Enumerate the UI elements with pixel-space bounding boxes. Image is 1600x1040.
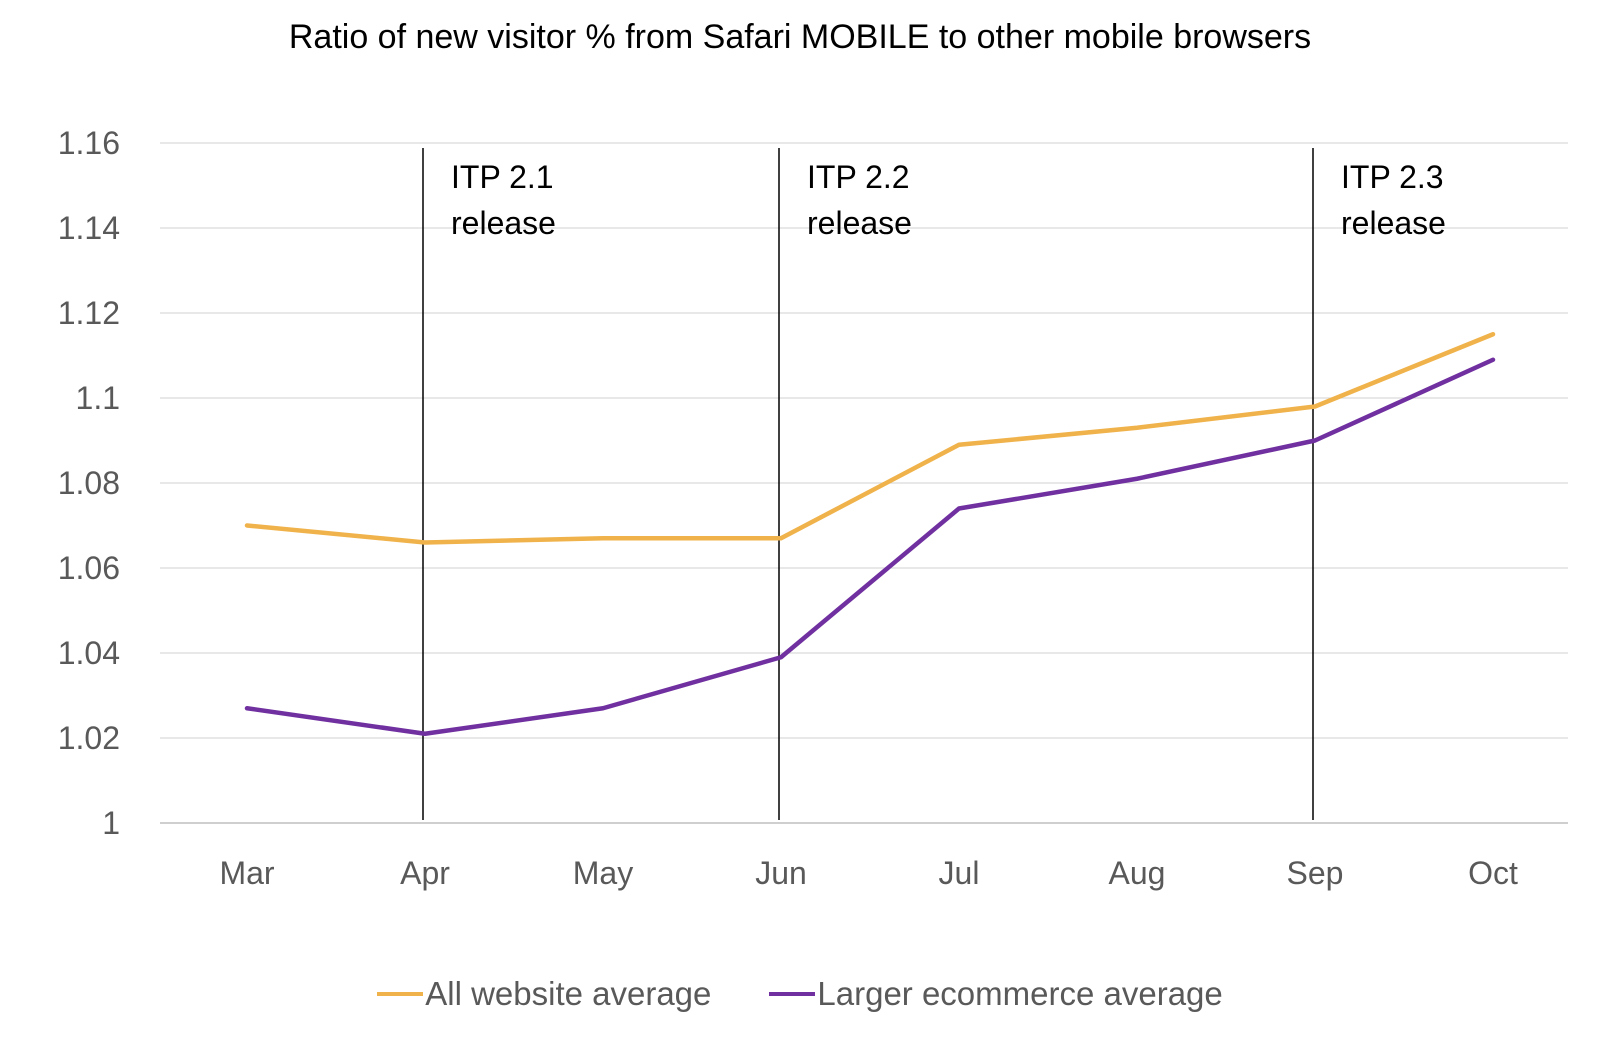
x-tick-label: May: [573, 855, 633, 891]
y-axis-ticks: 1 1.02 1.04 1.06 1.08 1.1 1.12 1.14 1.16: [58, 125, 120, 841]
legend-item: All website average: [377, 975, 711, 1013]
x-tick-label: Mar: [219, 855, 274, 891]
release-annotations: ITP 2.1 release ITP 2.2 release ITP 2.3 relea…: [422, 148, 1446, 820]
y-tick-label: 1.12: [58, 295, 120, 331]
x-tick-label: Jun: [755, 855, 807, 891]
legend: All website average Larger ecommerce aver…: [0, 975, 1600, 1013]
release-label: ITP 2.1: [451, 159, 554, 195]
release-label: ITP 2.2: [807, 159, 910, 195]
legend-label: All website average: [425, 975, 712, 1012]
series-line: [244, 332, 1496, 545]
y-tick-label: 1.06: [58, 550, 120, 586]
release-label: release: [807, 205, 912, 241]
y-tick-label: 1.1: [76, 380, 120, 416]
x-tick-label: Sep: [1287, 855, 1344, 891]
legend-item: Larger ecommerce average: [769, 975, 1223, 1013]
y-tick-label: 1.08: [58, 465, 120, 501]
x-tick-label: Oct: [1468, 855, 1518, 891]
legend-swatch: [377, 992, 424, 996]
release-label: release: [1341, 205, 1446, 241]
x-tick-label: Jul: [939, 855, 980, 891]
series-line: [244, 357, 1496, 736]
x-tick-label: Apr: [400, 855, 450, 891]
y-tick-label: 1.14: [58, 210, 120, 246]
chart-title: Ratio of new visitor % from Safari MOBIL…: [288, 18, 1312, 56]
gridlines: [160, 142, 1568, 824]
y-tick-label: 1: [102, 805, 120, 841]
x-axis-ticks: Mar Apr May Jun Jul Aug Sep Oct: [219, 855, 1518, 891]
release-label: ITP 2.3: [1341, 159, 1444, 195]
y-tick-label: 1.16: [58, 125, 120, 161]
series-lines: [244, 332, 1496, 736]
y-tick-label: 1.04: [58, 635, 120, 671]
x-tick-label: Aug: [1109, 855, 1166, 891]
y-tick-label: 1.02: [58, 720, 120, 756]
legend-label: Larger ecommerce average: [817, 975, 1223, 1012]
release-label: release: [451, 205, 556, 241]
legend-swatch: [769, 992, 816, 996]
